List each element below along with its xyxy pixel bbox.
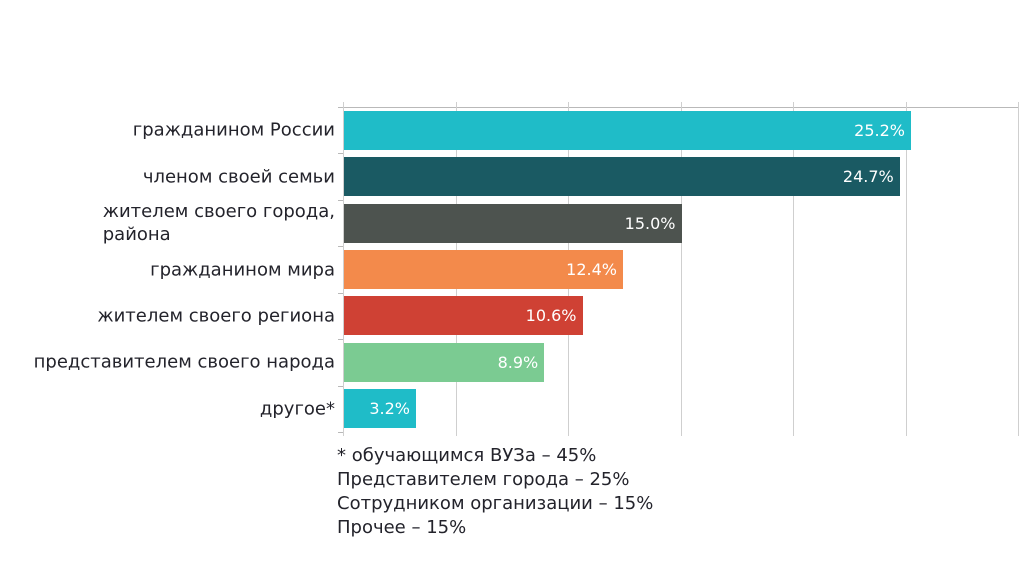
bar-value-label: 10.6% [525,306,577,326]
y-axis-tick [338,292,343,294]
bar-5: 8.9% [344,342,545,382]
gridline-15pct [680,102,682,436]
category-label-2: жителем своего города, района [0,200,335,246]
bar-6: 3.2% [344,389,416,429]
category-label-text: гражданином мира [150,259,335,280]
bar-0: 25.2% [344,110,911,150]
y-axis-tick [338,153,343,155]
footnote-line: Сотрудником организации – 15% [337,493,654,514]
footnote-line: Представителем города – 25% [337,469,630,490]
bar-2: 15.0% [344,203,682,243]
gridline-0pct [343,102,344,436]
bar-1: 24.7% [344,157,900,197]
bar-value-label: 8.9% [497,352,539,372]
category-labels: гражданином России членом своей семьи жите… [0,107,335,432]
y-axis-tick [338,339,343,341]
y-axis-tick [338,199,343,201]
category-label-3: гражданином мира [0,258,335,281]
y-axis-tick [338,385,343,387]
category-label-text: членом своей семьи [142,166,335,188]
bar-value-label: 3.2% [369,399,410,419]
category-label-text: представителем своего народа [33,351,335,373]
plot-area: 25.2% 24.7% 15.0% 12.4% 10.6% 8.9% 3.2% [338,102,1019,436]
category-label-text: другое* [259,398,335,420]
bar-3: 12.4% [344,250,623,289]
bar-value-label: 25.2% [854,120,905,140]
gridline-30pct [1018,102,1019,436]
category-label-text: жителем своего региона [97,305,335,327]
footnote-line: Прочее – 15% [337,517,467,538]
bar-4: 10.6% [344,296,583,336]
y-axis-tick [338,432,343,433]
category-label-5: представителем своего народа [0,351,335,374]
gridline-25pct [905,102,907,436]
category-label-1: членом своей семьи [0,165,335,188]
gridline-20pct [793,102,794,436]
category-label-4: жителем своего региона [0,304,335,327]
category-label-text: гражданином России [132,119,335,141]
footnote: * обучающимся ВУЗа – 45% Представителем … [337,444,653,540]
category-label-0: гражданином России [0,119,335,142]
category-label-text: жителем своего города, района [102,201,335,246]
footnote-line: * обучающимся ВУЗа – 45% [337,445,597,466]
y-axis-tick [338,246,343,248]
category-label-6: другое* [0,397,335,420]
bar-value-label: 24.7% [842,167,894,187]
bar-value-label: 15.0% [624,213,676,233]
bar-value-label: 12.4% [566,260,617,279]
y-axis-tick [338,107,343,108]
